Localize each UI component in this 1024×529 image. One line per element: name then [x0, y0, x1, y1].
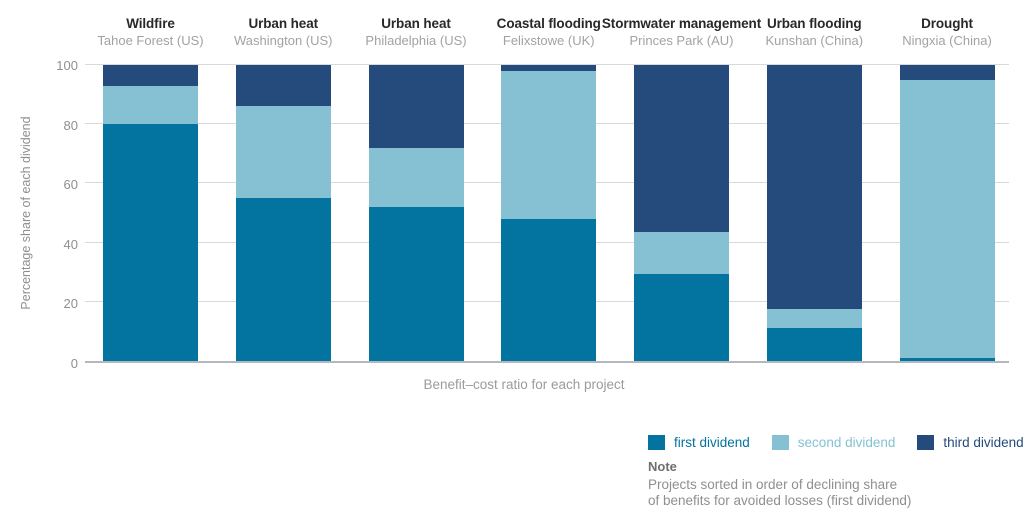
- column-header-hazard: Urban flooding: [766, 16, 862, 31]
- bar-coastal-flooding: [501, 65, 597, 361]
- legend-label: second dividend: [797, 435, 896, 450]
- segment-second-dividend: [103, 85, 198, 125]
- column-header-location: Felixstowe (UK): [502, 33, 595, 48]
- segment-second-dividend: [501, 70, 597, 219]
- column-header-hazard: Coastal flooding: [496, 16, 601, 31]
- segment-first-dividend: [103, 124, 198, 361]
- y-tick-label-40: 40: [63, 236, 78, 252]
- segment-third-dividend: [501, 65, 597, 71]
- column-header-3: Urban heat Philadelphia (US): [365, 15, 466, 49]
- legend-item-first-dividend: first dividend: [648, 435, 750, 450]
- segment-third-dividend: [368, 65, 464, 148]
- bar-drought: [899, 65, 995, 361]
- segment-first-dividend: [235, 198, 331, 361]
- y-tick-label-20: 20: [63, 296, 78, 312]
- segment-second-dividend: [899, 79, 995, 359]
- segment-second-dividend: [235, 106, 331, 199]
- segment-first-dividend: [899, 358, 995, 361]
- segment-third-dividend: [634, 65, 729, 233]
- note-heading: Note: [648, 459, 677, 474]
- legend-item-second-dividend: second dividend: [771, 435, 896, 450]
- segment-first-dividend: [634, 273, 729, 361]
- column-header-location: Kunshan (China): [765, 33, 864, 48]
- column-header-5: Stormwater management Princes Park (AU): [602, 15, 761, 49]
- column-header-2: Urban heat Washington (US): [234, 15, 333, 49]
- note: Note Projects sorted in order of declini…: [648, 459, 911, 509]
- column-header-4: Coastal flooding Felixstowe (UK): [497, 15, 601, 49]
- bar-urban-heat: [235, 65, 331, 361]
- bar-urban-flooding: [766, 65, 862, 361]
- bar-stormwater-management: [634, 65, 729, 361]
- column-header-location: Tahoe Forest (US): [97, 33, 204, 48]
- third-dividend-swatch-icon: [917, 435, 935, 450]
- column-header-hazard: Urban heat: [381, 16, 451, 31]
- column-header-hazard: Wildfire: [126, 16, 175, 31]
- bar-urban-heat: [368, 65, 464, 361]
- column-header-location: Ningxia (China): [902, 33, 992, 48]
- x-axis-title: Benefit–cost ratio for each project: [423, 377, 625, 392]
- column-header-7: Drought Ningxia (China): [902, 15, 992, 49]
- y-tick-label-60: 60: [63, 177, 78, 193]
- segment-first-dividend: [368, 207, 464, 361]
- plot-area: [85, 64, 1009, 363]
- segment-third-dividend: [103, 65, 198, 86]
- gridline-100: [85, 64, 1009, 65]
- second-dividend-swatch-icon: [771, 435, 789, 450]
- y-axis-title: Percentage share of each dividend: [19, 116, 33, 310]
- column-header-6: Urban flooding Kunshan (China): [765, 15, 863, 49]
- column-header-hazard: Urban heat: [248, 16, 318, 31]
- segment-third-dividend: [899, 65, 995, 80]
- legend-label: third dividend: [943, 435, 1024, 450]
- column-header-1: Wildfire Tahoe Forest (US): [97, 15, 203, 49]
- segment-second-dividend: [634, 232, 729, 274]
- segment-second-dividend: [368, 147, 464, 208]
- segment-third-dividend: [235, 65, 331, 107]
- first-dividend-swatch-icon: [648, 435, 665, 450]
- segment-second-dividend: [766, 309, 862, 329]
- note-text-line-2: of benefits for avoided losses (first di…: [648, 493, 912, 508]
- column-header-hazard: Drought: [921, 16, 973, 31]
- y-tick-label-0: 0: [70, 356, 78, 371]
- segment-first-dividend: [501, 218, 597, 361]
- segment-first-dividend: [766, 328, 862, 361]
- column-header-hazard: Stormwater management: [601, 16, 762, 31]
- note-text-line-1: Projects sorted in order of declining sh…: [648, 477, 898, 492]
- legend-item-third-dividend: third dividend: [917, 435, 1024, 450]
- y-tick-label-100: 100: [56, 58, 78, 73]
- column-header-location: Princes Park (AU): [629, 33, 734, 48]
- column-header-location: Washington (US): [234, 33, 333, 48]
- y-tick-label-80: 80: [63, 117, 78, 133]
- legend-label: first dividend: [674, 435, 750, 450]
- bar-wildfire: [103, 65, 198, 361]
- column-header-location: Philadelphia (US): [365, 33, 467, 48]
- legend: first dividend second dividend third divid…: [648, 435, 1024, 450]
- segment-third-dividend: [766, 65, 862, 310]
